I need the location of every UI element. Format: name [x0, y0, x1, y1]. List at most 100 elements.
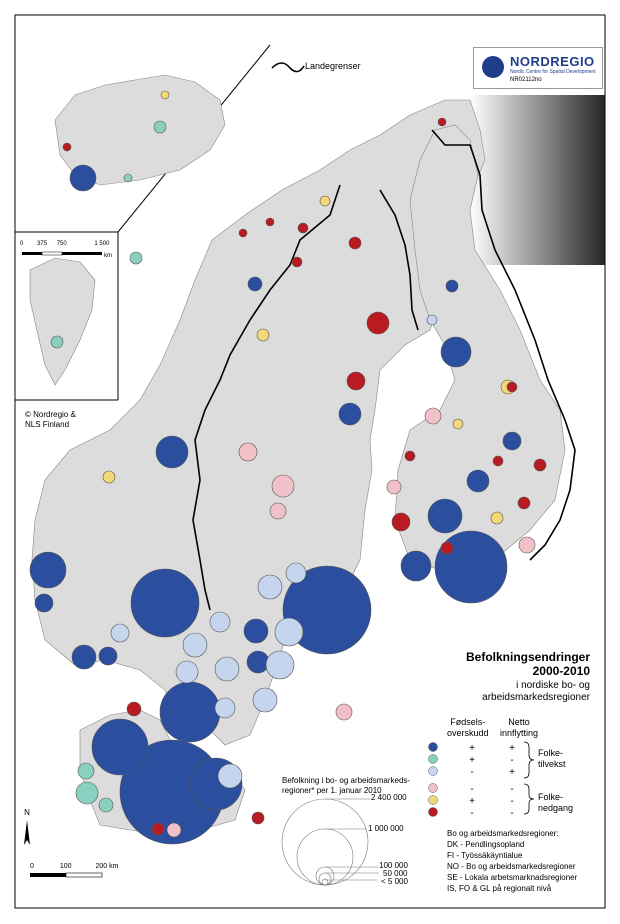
note-line: Bo og arbeidsmarkedsregioner:: [447, 829, 559, 838]
bubble-molde: [102, 470, 116, 484]
inset-tick: 1 500: [94, 241, 110, 247]
bubble-pori: [386, 479, 402, 495]
logo-subtitle: Nordic Centre for Spatial Development: [510, 69, 596, 75]
scale-tick: 0: [30, 863, 34, 870]
group-decline-line-2: nedgang: [538, 803, 574, 813]
bubble-imatra: [517, 496, 531, 510]
subtitle-line-2: arbeidsmarkedsregioner: [482, 692, 590, 703]
legend-notes: Bo og arbeidsmarkedsregioner: DK - Pendl…: [447, 828, 577, 894]
bubble-vejle: [98, 797, 114, 813]
bubble-lahti: [490, 511, 504, 525]
legend-brace-growth: [523, 741, 535, 779]
bubble-helsinki: [434, 530, 508, 604]
map-code: NR02112no: [510, 77, 542, 83]
bubble-norrkoping: [214, 697, 236, 719]
bubble-turku: [400, 550, 432, 582]
bubble-jyvaskyla: [466, 469, 490, 493]
russia-shading: [470, 95, 605, 265]
bubble-esbjerg: [77, 762, 95, 780]
bubble-stavanger: [71, 644, 97, 670]
nordregio-logo-icon: [482, 56, 504, 78]
bubble-lolland: [151, 822, 165, 836]
size-legend-circles: [281, 798, 379, 886]
bubble-raahe: [404, 450, 416, 462]
legend-column-migration: Netto innflytting: [500, 717, 538, 739]
note-line: FI - Työssäkäyntialue: [447, 851, 523, 860]
bubble-rovaniemi: [445, 279, 459, 293]
bubble-harnosand: [269, 502, 287, 520]
greenland-land: [29, 257, 96, 386]
nordregio-logo: NORDREGIO Nordic Centre for Spatial Deve…: [473, 47, 603, 89]
bubble-haugesund: [34, 593, 54, 613]
bubble-harstad: [265, 217, 275, 227]
bubble-tromso: [247, 276, 263, 292]
svg-text:N: N: [24, 808, 30, 817]
bubble-finnmark: [319, 195, 331, 207]
bubble-jonkoping: [214, 656, 240, 682]
inset-scale-labels: 0 375 750 1 500 km: [20, 241, 112, 259]
note-line: NO - Bo og arbeidsmarkedsregioner: [447, 862, 576, 871]
bubble-kiruna: [366, 311, 390, 335]
bubble-vaxjo: [217, 763, 243, 789]
map-frame: [14, 14, 606, 909]
bubble-hammerfest: [437, 117, 447, 127]
legend-migration-sign: +: [509, 767, 515, 778]
copyright-credit: © Nordregio & NLS Finland: [25, 410, 76, 430]
size-label-50000: 50 000: [383, 869, 408, 878]
border-no-se: [192, 184, 341, 611]
legend-births-sign: -: [470, 767, 473, 778]
credit-line-1: © Nordregio &: [25, 410, 76, 419]
legend-swatches: [428, 742, 438, 817]
legend-births-sign: -: [470, 784, 473, 795]
inset-scale-bar: [22, 251, 102, 256]
bubble-bodo: [256, 328, 270, 342]
bubble-mikkeli: [492, 455, 504, 467]
bubble-thisted: [126, 701, 142, 717]
bubble-ostersund: [238, 442, 258, 462]
size-label-100000: 100 000: [379, 861, 408, 870]
inset-tick: 375: [37, 241, 48, 247]
map-title: Befolkningsendringer 2000-2010: [466, 650, 590, 678]
legend-births-sign: +: [469, 796, 475, 807]
legend-migration-sign: -: [510, 808, 513, 819]
bubble-iceland-north: [160, 90, 170, 100]
group-growth-line-2: tilvekst: [538, 759, 566, 769]
group-decline-line-1: Folke-: [538, 792, 564, 802]
bubble-bornholm: [251, 811, 265, 825]
inset-unit: km: [104, 253, 112, 259]
bubble-iceland-south: [123, 173, 133, 183]
bubble-tampere: [427, 498, 463, 534]
bubble-narvik: [297, 222, 309, 234]
legend-migration-sign: +: [509, 743, 515, 754]
bubble-helsingborg: [182, 632, 208, 658]
size-title-line-2: regioner* per 1. januar 2010: [282, 786, 382, 795]
legend-births-sign: +: [469, 743, 475, 754]
bubble-gothenburg: [159, 681, 221, 743]
legend-migration-sign: -: [510, 755, 513, 766]
bubble-reykjavik: [69, 164, 97, 192]
bubble-kristiansand: [98, 646, 118, 666]
bubble-uppsala: [274, 617, 304, 647]
group-growth-line-1: Folke-: [538, 748, 564, 758]
bubble-lofoten: [238, 228, 248, 238]
bubble-kokkola: [452, 418, 464, 430]
bubble-lycksele: [348, 236, 362, 250]
bubble-kajaani: [506, 381, 518, 393]
col-births-line-2: overskudd: [447, 728, 489, 738]
bubble-sodertalje: [285, 562, 307, 584]
border-fi-ru: [431, 129, 576, 561]
bubble-nakskov: [166, 822, 182, 838]
col-births-line-1: Fødsels-: [450, 717, 486, 727]
bubble-skelleftea: [346, 371, 366, 391]
bubble-herning: [75, 781, 99, 805]
legend-group-growth: Folke- tilvekst: [538, 748, 566, 770]
bubble-vasteras: [243, 618, 269, 644]
size-label-5000: < 5 000: [381, 877, 408, 886]
map-subtitle: i nordiske bo- og arbeidsmarkedsregioner: [482, 680, 590, 704]
region-bubbles: [29, 90, 547, 845]
bubble-aarhus: [91, 718, 149, 776]
bubble-trondheim: [155, 435, 189, 469]
credit-line-2: NLS Finland: [25, 420, 70, 429]
